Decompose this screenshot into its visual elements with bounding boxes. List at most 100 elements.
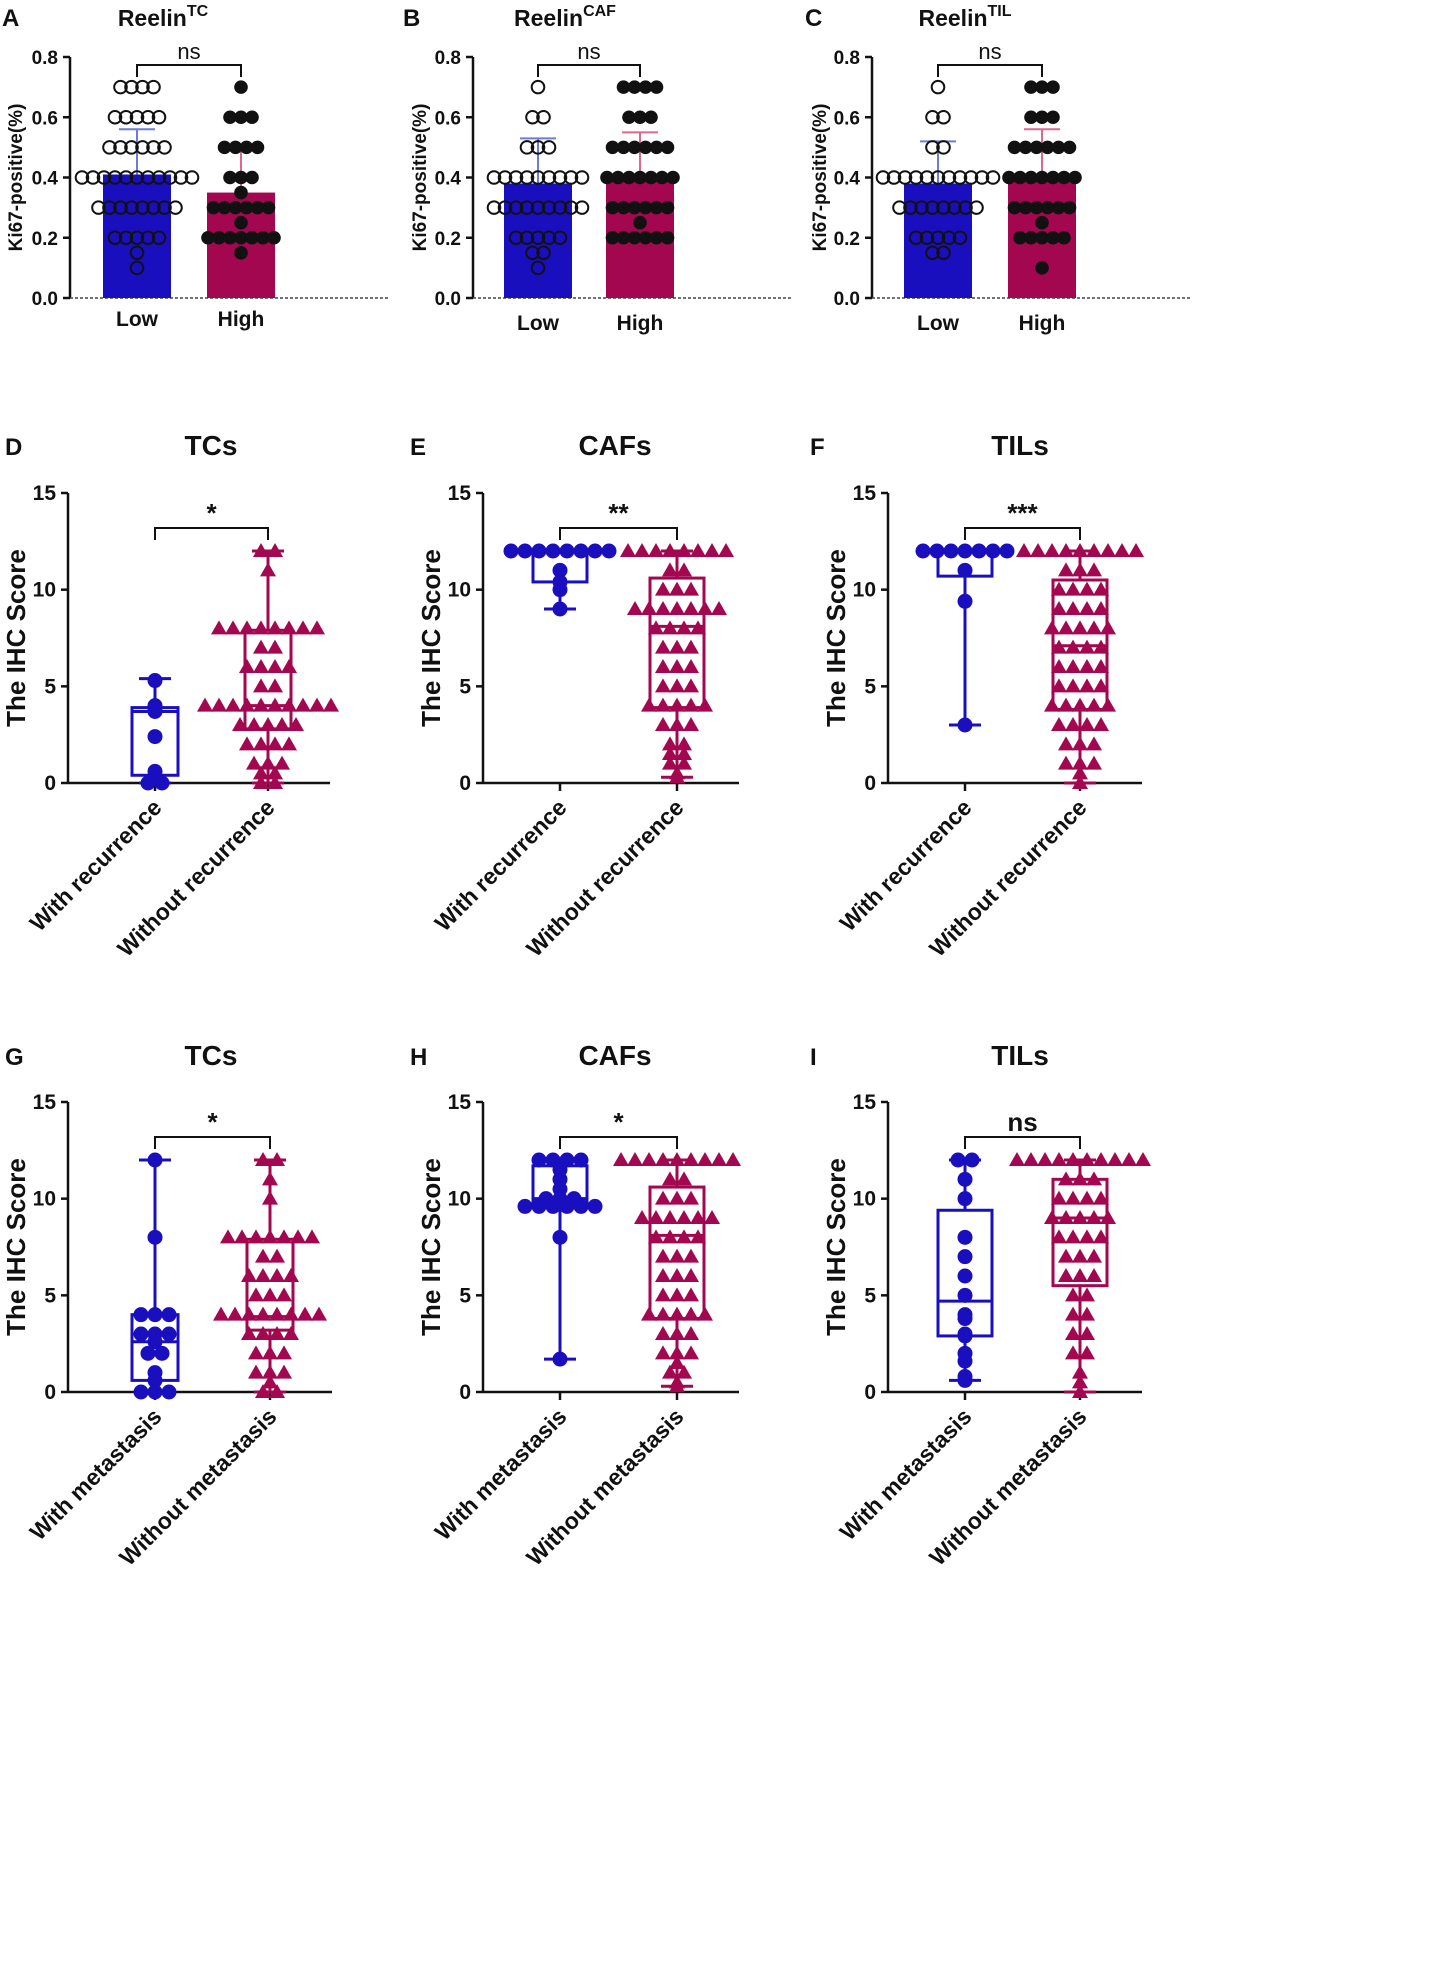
data-point xyxy=(711,1152,727,1166)
data-point xyxy=(234,215,248,230)
series-with-recurrence xyxy=(130,673,180,791)
data-point xyxy=(1023,1152,1039,1166)
data-point xyxy=(1044,543,1060,557)
data-point xyxy=(267,678,283,693)
data-point xyxy=(1086,1171,1102,1186)
data-point xyxy=(212,230,226,245)
data-point xyxy=(248,1364,264,1379)
data-point xyxy=(295,697,311,712)
y-tick-label: 15 xyxy=(853,1091,877,1114)
data-point xyxy=(634,543,650,557)
data-point xyxy=(248,1345,264,1360)
data-point xyxy=(1079,1229,1095,1244)
data-point xyxy=(892,200,907,215)
data-point xyxy=(683,678,699,693)
data-point xyxy=(952,230,968,246)
data-point xyxy=(1040,200,1055,215)
data-point xyxy=(541,230,557,246)
data-point xyxy=(669,717,685,731)
data-point xyxy=(297,1306,313,1321)
y-axis-title: The IHC Score xyxy=(1,549,31,727)
chart-title: TCs xyxy=(185,430,238,461)
data-point xyxy=(276,1287,292,1302)
y-tick-label: 0.2 xyxy=(32,229,58,250)
y-tick-label: 5 xyxy=(44,1284,56,1307)
data-point xyxy=(662,755,678,770)
data-point xyxy=(1079,717,1095,731)
data-point xyxy=(1093,601,1109,615)
chart-title: ReelinTIL xyxy=(918,3,1011,31)
data-point xyxy=(655,1190,671,1205)
data-point xyxy=(269,1268,285,1282)
data-point xyxy=(281,697,297,712)
x-category-label: High xyxy=(1019,312,1066,335)
data-point xyxy=(1086,1268,1102,1282)
data-point xyxy=(1079,1287,1095,1302)
data-point xyxy=(147,703,163,719)
data-point xyxy=(1086,697,1102,712)
data-point xyxy=(655,170,669,185)
data-point xyxy=(129,245,145,261)
data-point xyxy=(704,543,720,557)
data-point xyxy=(627,80,642,94)
data-point xyxy=(206,200,221,215)
data-point xyxy=(985,543,1001,559)
data-point xyxy=(1079,1152,1095,1166)
data-point xyxy=(941,170,957,185)
data-point xyxy=(941,230,957,246)
data-point xyxy=(241,1268,257,1282)
data-point xyxy=(118,170,134,185)
data-point xyxy=(1035,230,1049,245)
data-point xyxy=(690,1210,706,1224)
data-point xyxy=(1072,775,1088,789)
data-point xyxy=(1044,697,1060,712)
data-point xyxy=(1058,1248,1074,1263)
series-without-recurrence xyxy=(1016,543,1144,789)
data-point xyxy=(649,140,664,155)
data-point xyxy=(91,200,106,215)
data-point xyxy=(1072,765,1088,780)
panel-letter: B xyxy=(403,5,420,32)
data-point xyxy=(140,775,156,791)
data-point xyxy=(662,1229,678,1244)
y-axis-title: Ki67-positive(%) xyxy=(6,104,27,252)
data-point xyxy=(666,170,680,185)
data-point xyxy=(1009,1152,1025,1166)
data-point xyxy=(118,109,134,125)
series-high xyxy=(600,80,680,298)
data-point xyxy=(1024,230,1038,245)
y-tick-label: 0 xyxy=(459,1381,471,1404)
data-point xyxy=(1072,697,1088,712)
data-point xyxy=(697,601,713,615)
data-point xyxy=(262,1345,278,1360)
data-point xyxy=(530,140,546,155)
data-point xyxy=(246,755,262,770)
data-point xyxy=(1024,110,1038,125)
y-tick-label: 0.6 xyxy=(32,108,58,129)
significance-bracket xyxy=(154,1136,271,1149)
data-point xyxy=(1051,581,1067,596)
y-tick-label: 0 xyxy=(459,772,471,795)
data-point xyxy=(1072,620,1088,635)
data-point xyxy=(151,170,167,185)
data-point xyxy=(217,140,232,155)
data-point xyxy=(676,562,692,577)
data-point xyxy=(1065,1190,1081,1205)
data-point xyxy=(304,1229,320,1244)
significance-bracket xyxy=(937,64,1043,77)
data-point xyxy=(611,170,625,185)
data-point xyxy=(157,200,172,215)
data-point xyxy=(283,1306,299,1321)
data-point xyxy=(147,1307,163,1323)
data-point xyxy=(1035,261,1049,275)
data-point xyxy=(662,543,678,557)
data-point xyxy=(649,200,664,215)
data-point xyxy=(1058,697,1074,712)
y-tick-label: 0 xyxy=(44,772,56,795)
data-point xyxy=(683,1190,699,1205)
data-point xyxy=(1046,80,1060,94)
data-point xyxy=(140,170,156,185)
data-point xyxy=(662,1171,678,1186)
y-tick-label: 0.0 xyxy=(435,289,461,310)
